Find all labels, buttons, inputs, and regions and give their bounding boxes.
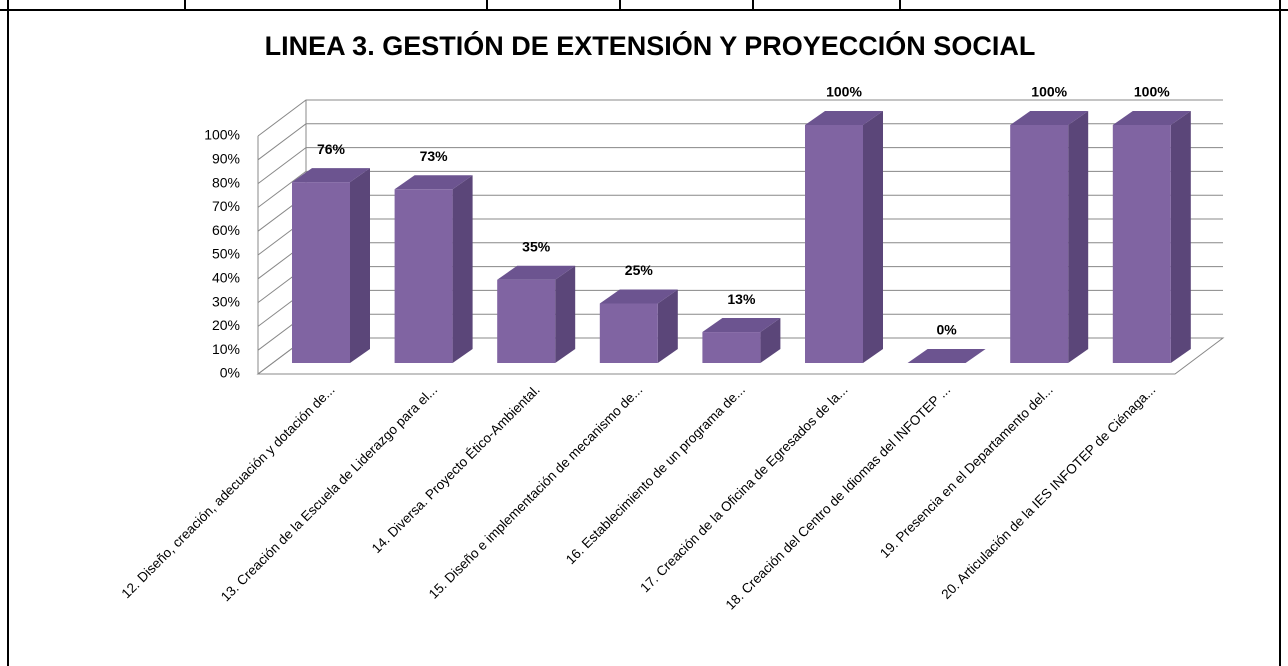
bar bbox=[497, 279, 556, 363]
bar-side bbox=[863, 111, 883, 363]
y-tick-label: 70% bbox=[212, 198, 240, 214]
value-label: 0% bbox=[936, 322, 957, 338]
x-tick-label: 15. Diseño e implementación de mecanismo… bbox=[426, 382, 646, 602]
y-tick-label: 60% bbox=[212, 222, 240, 238]
bar bbox=[599, 303, 658, 363]
chart-title: LINEA 3. GESTIÓN DE EXTENSIÓN Y PROYECCI… bbox=[265, 30, 1036, 61]
bar-side bbox=[760, 318, 781, 363]
grid-line bbox=[257, 99, 1223, 137]
grid-line bbox=[257, 170, 1223, 208]
bar bbox=[599, 289, 678, 363]
bar bbox=[1112, 111, 1191, 363]
bar bbox=[292, 182, 350, 363]
x-tick-label: 18. Creación del Centro de Idiomas del I… bbox=[723, 382, 954, 613]
bar-side bbox=[350, 168, 370, 363]
bar-side bbox=[452, 175, 473, 363]
value-label: 100% bbox=[1031, 84, 1067, 100]
bar bbox=[702, 332, 761, 363]
y-tick-label: 50% bbox=[212, 246, 240, 262]
grid-line bbox=[257, 147, 1223, 185]
y-tick-label: 30% bbox=[212, 293, 240, 309]
x-tick-label: 17. Creación de la Oficina de Egresados … bbox=[637, 382, 850, 595]
x-tick-label: 20. Articulación de la IES INFOTEP de Ci… bbox=[938, 382, 1158, 602]
bar-top bbox=[394, 175, 473, 190]
bar-top bbox=[1010, 111, 1089, 125]
bar bbox=[907, 349, 986, 363]
bar-side bbox=[1068, 111, 1089, 363]
bar bbox=[702, 318, 781, 363]
bar-top bbox=[805, 111, 883, 125]
bar bbox=[1010, 111, 1089, 363]
bar bbox=[805, 125, 863, 363]
value-label: 76% bbox=[317, 141, 346, 157]
bar bbox=[1112, 125, 1171, 363]
y-tick-label: 90% bbox=[212, 151, 240, 167]
x-tick-label: 14. Diversa. Proyecto Ético-Ambiental. bbox=[369, 382, 543, 556]
x-tick-label: 19. Presencia en el Departamento del... bbox=[877, 382, 1056, 561]
bar bbox=[497, 265, 576, 363]
bar bbox=[394, 189, 453, 363]
bar-top bbox=[292, 168, 370, 183]
grid-line bbox=[257, 123, 1223, 161]
y-tick-label: 10% bbox=[212, 341, 240, 357]
bar-top bbox=[907, 349, 986, 363]
x-tick-label: 16. Establecimiento de un programa de... bbox=[563, 382, 748, 567]
bar bbox=[292, 168, 370, 363]
y-tick-label: 0% bbox=[220, 365, 240, 381]
value-label: 25% bbox=[625, 262, 654, 278]
y-tick-label: 80% bbox=[212, 174, 240, 190]
bar-side bbox=[1170, 111, 1191, 363]
value-label: 13% bbox=[727, 291, 756, 307]
bar bbox=[394, 175, 473, 363]
value-label: 35% bbox=[522, 238, 551, 254]
value-label: 100% bbox=[826, 84, 862, 100]
x-tick-label: 12. Diseño, creación, adecuación y dotac… bbox=[118, 382, 337, 601]
bar bbox=[1010, 125, 1069, 363]
bar-top bbox=[1112, 111, 1191, 125]
value-label: 100% bbox=[1134, 84, 1170, 100]
y-tick-label: 100% bbox=[204, 127, 240, 143]
bar-side bbox=[555, 265, 576, 363]
y-tick-label: 20% bbox=[212, 317, 240, 333]
bar bbox=[805, 111, 883, 363]
x-tick-label: 13. Creación de la Escuela de Liderazgo … bbox=[218, 382, 440, 604]
value-label: 73% bbox=[420, 148, 449, 164]
bar-top bbox=[702, 318, 781, 333]
bar-side bbox=[657, 289, 678, 363]
bar-top bbox=[497, 265, 576, 280]
y-tick-label: 40% bbox=[212, 270, 240, 286]
bar-top bbox=[599, 289, 678, 304]
